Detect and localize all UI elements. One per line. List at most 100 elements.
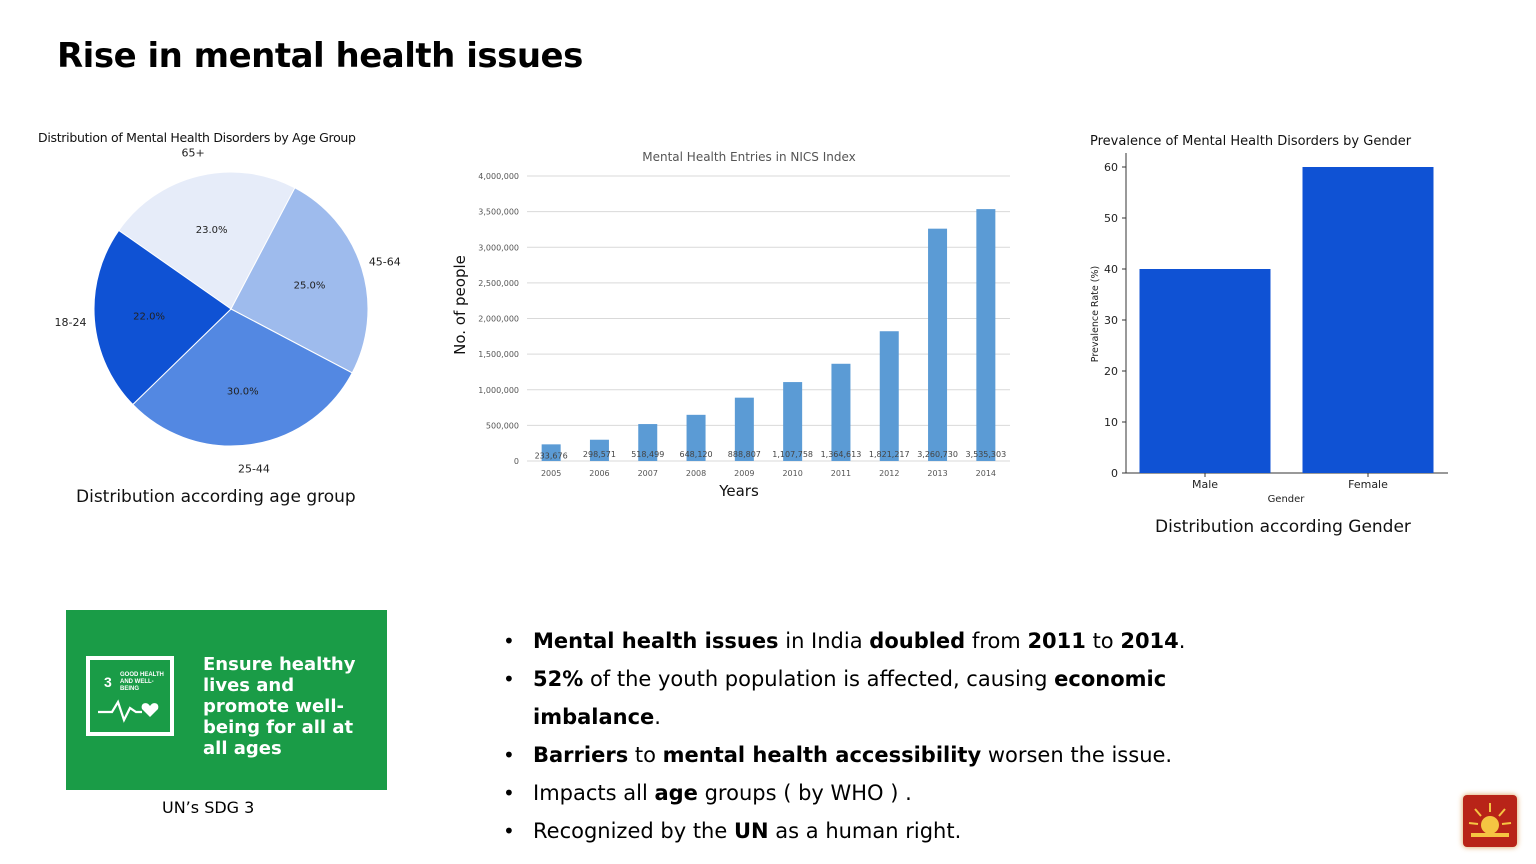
bar-value-label: 1,107,758	[772, 450, 813, 459]
nics-bar	[928, 228, 948, 461]
key-points-list: Mental health issues in India doubled fr…	[503, 622, 1223, 850]
y-tick-label: 1,500,000	[478, 350, 519, 359]
heartbeat-icon	[98, 699, 159, 723]
bullet-bold-text: mental health accessibility	[662, 743, 982, 767]
y-axis-label: No. of people	[451, 255, 469, 355]
bar-value-label: 3,535,303	[965, 450, 1006, 459]
sdg-caption: UN’s SDG 3	[162, 798, 255, 817]
x-tick-label: 2013	[927, 469, 947, 478]
y-tick-label: 0	[514, 457, 519, 466]
y-tick-label: 10	[1104, 416, 1118, 429]
bullet-text: .	[1178, 629, 1186, 653]
nics-bar	[783, 382, 803, 461]
bullet-bold-text: 2014	[1120, 629, 1179, 653]
bullet-bold-text: doubled	[869, 629, 966, 653]
bar-value-label: 518,499	[631, 450, 664, 459]
pie-title: Distribution of Mental Health Disorders …	[38, 130, 356, 145]
bullet-item: Impacts all age groups ( by WHO ) .	[503, 774, 1223, 812]
nics-bar	[734, 397, 754, 461]
gender-bar	[1139, 269, 1271, 473]
x-tick-label: 2012	[879, 469, 899, 478]
bullet-text: in India	[778, 629, 870, 653]
pie-category-label: 45-64	[369, 255, 401, 268]
bar-value-label: 233,676	[535, 451, 568, 460]
bar-value-label: 888,807	[728, 450, 761, 459]
nics-bar	[686, 414, 706, 461]
bullet-text: to	[1085, 629, 1121, 653]
pie-slice	[93, 229, 232, 406]
sdg-number: 3	[104, 674, 112, 690]
sun-emblem-icon	[1463, 795, 1517, 847]
bullet-text: groups ( by WHO ) .	[697, 781, 912, 805]
nics-bar	[638, 424, 658, 461]
slide-title: Rise in mental health issues	[57, 36, 583, 76]
bar-value-label: 298,571	[583, 450, 616, 459]
x-tick-label: 2010	[782, 469, 802, 478]
x-tick-label: 2011	[831, 469, 851, 478]
bar-value-label: 3,260,730	[917, 450, 958, 459]
pie-category-label: 18-24	[55, 316, 87, 329]
nics-bar	[976, 209, 996, 461]
x-tick-label: 2007	[638, 469, 658, 478]
y-axis-label: Prevalence Rate (%)	[1090, 266, 1101, 362]
y-tick-label: 2,000,000	[478, 315, 519, 324]
pie-category-label: 25-44	[238, 462, 270, 475]
x-tick-label: Female	[1348, 478, 1388, 491]
y-tick-label: 2,500,000	[478, 279, 519, 288]
bullet-text: worsen the issue.	[981, 743, 1173, 767]
sdg3-icon-box: 3 GOOD HEALTH AND WELL-BEING	[86, 656, 174, 736]
x-tick-label: 2005	[541, 469, 561, 478]
bullet-text: .	[654, 705, 661, 729]
x-axis-label: Gender	[1268, 494, 1306, 505]
y-tick-label: 20	[1104, 365, 1118, 378]
pie-percent-label: 23.0%	[196, 225, 228, 236]
sdg-goal-text: Ensure healthy lives and promote well-be…	[203, 654, 356, 759]
nics-bar	[541, 444, 561, 461]
pie-slice	[118, 171, 296, 310]
bullet-item: Mental health issues in India doubled fr…	[503, 622, 1223, 660]
bullet-item: Recognized by the UN as a human right.	[503, 812, 1223, 850]
y-tick-label: 0	[1111, 467, 1118, 480]
y-tick-label: 40	[1104, 263, 1118, 276]
bullet-bold-text: Barriers	[533, 743, 629, 767]
bullet-text: Impacts all	[533, 781, 655, 805]
y-tick-label: 500,000	[486, 421, 519, 430]
nics-bar	[589, 439, 609, 461]
bullet-bold-text: Mental health issues	[533, 629, 779, 653]
y-tick-label: 3,500,000	[478, 208, 519, 217]
bullet-item: 52% of the youth population is affected,…	[503, 660, 1223, 736]
y-tick-label: 1,000,000	[478, 386, 519, 395]
bullet-text: Recognized by the	[533, 819, 734, 843]
bullet-text: to	[628, 743, 663, 767]
age-chart-caption: Distribution according age group	[76, 487, 356, 507]
x-tick-label: 2009	[734, 469, 754, 478]
nics-bar	[831, 363, 851, 461]
nics-bar	[879, 331, 899, 461]
y-tick-label: 50	[1104, 212, 1118, 225]
pie-slice	[132, 308, 353, 447]
bullet-item: Barriers to mental health accessibility …	[503, 736, 1223, 774]
bar-value-label: 1,821,217	[869, 450, 910, 459]
bullet-bold-text: economic imbalance	[533, 667, 1167, 729]
pie-percent-label: 25.0%	[294, 281, 326, 292]
y-tick-label: 60	[1104, 161, 1118, 174]
y-tick-label: 4,000,000	[478, 172, 519, 181]
bar-value-label: 1,364,613	[821, 450, 862, 459]
gender-chart-caption: Distribution according Gender	[1155, 517, 1411, 537]
bullet-bold-text: 52%	[533, 667, 584, 691]
nics-title: Mental Health Entries in NICS Index	[642, 150, 856, 164]
gender-bar	[1302, 167, 1434, 473]
gender-title: Prevalence of Mental Health Disorders by…	[1090, 134, 1412, 149]
sdg3-banner: 3 GOOD HEALTH AND WELL-BEING Ensure heal…	[66, 610, 387, 790]
bullet-text: of the youth population is affected, cau…	[583, 667, 1055, 691]
bullet-bold-text: UN	[733, 819, 769, 843]
bullet-bold-text: 2011	[1027, 629, 1086, 653]
bar-value-label: 648,120	[680, 450, 713, 459]
y-tick-label: 3,000,000	[478, 243, 519, 252]
pie-percent-label: 22.0%	[133, 312, 165, 323]
bullet-bold-text: age	[654, 781, 698, 805]
x-tick-label: 2008	[686, 469, 706, 478]
